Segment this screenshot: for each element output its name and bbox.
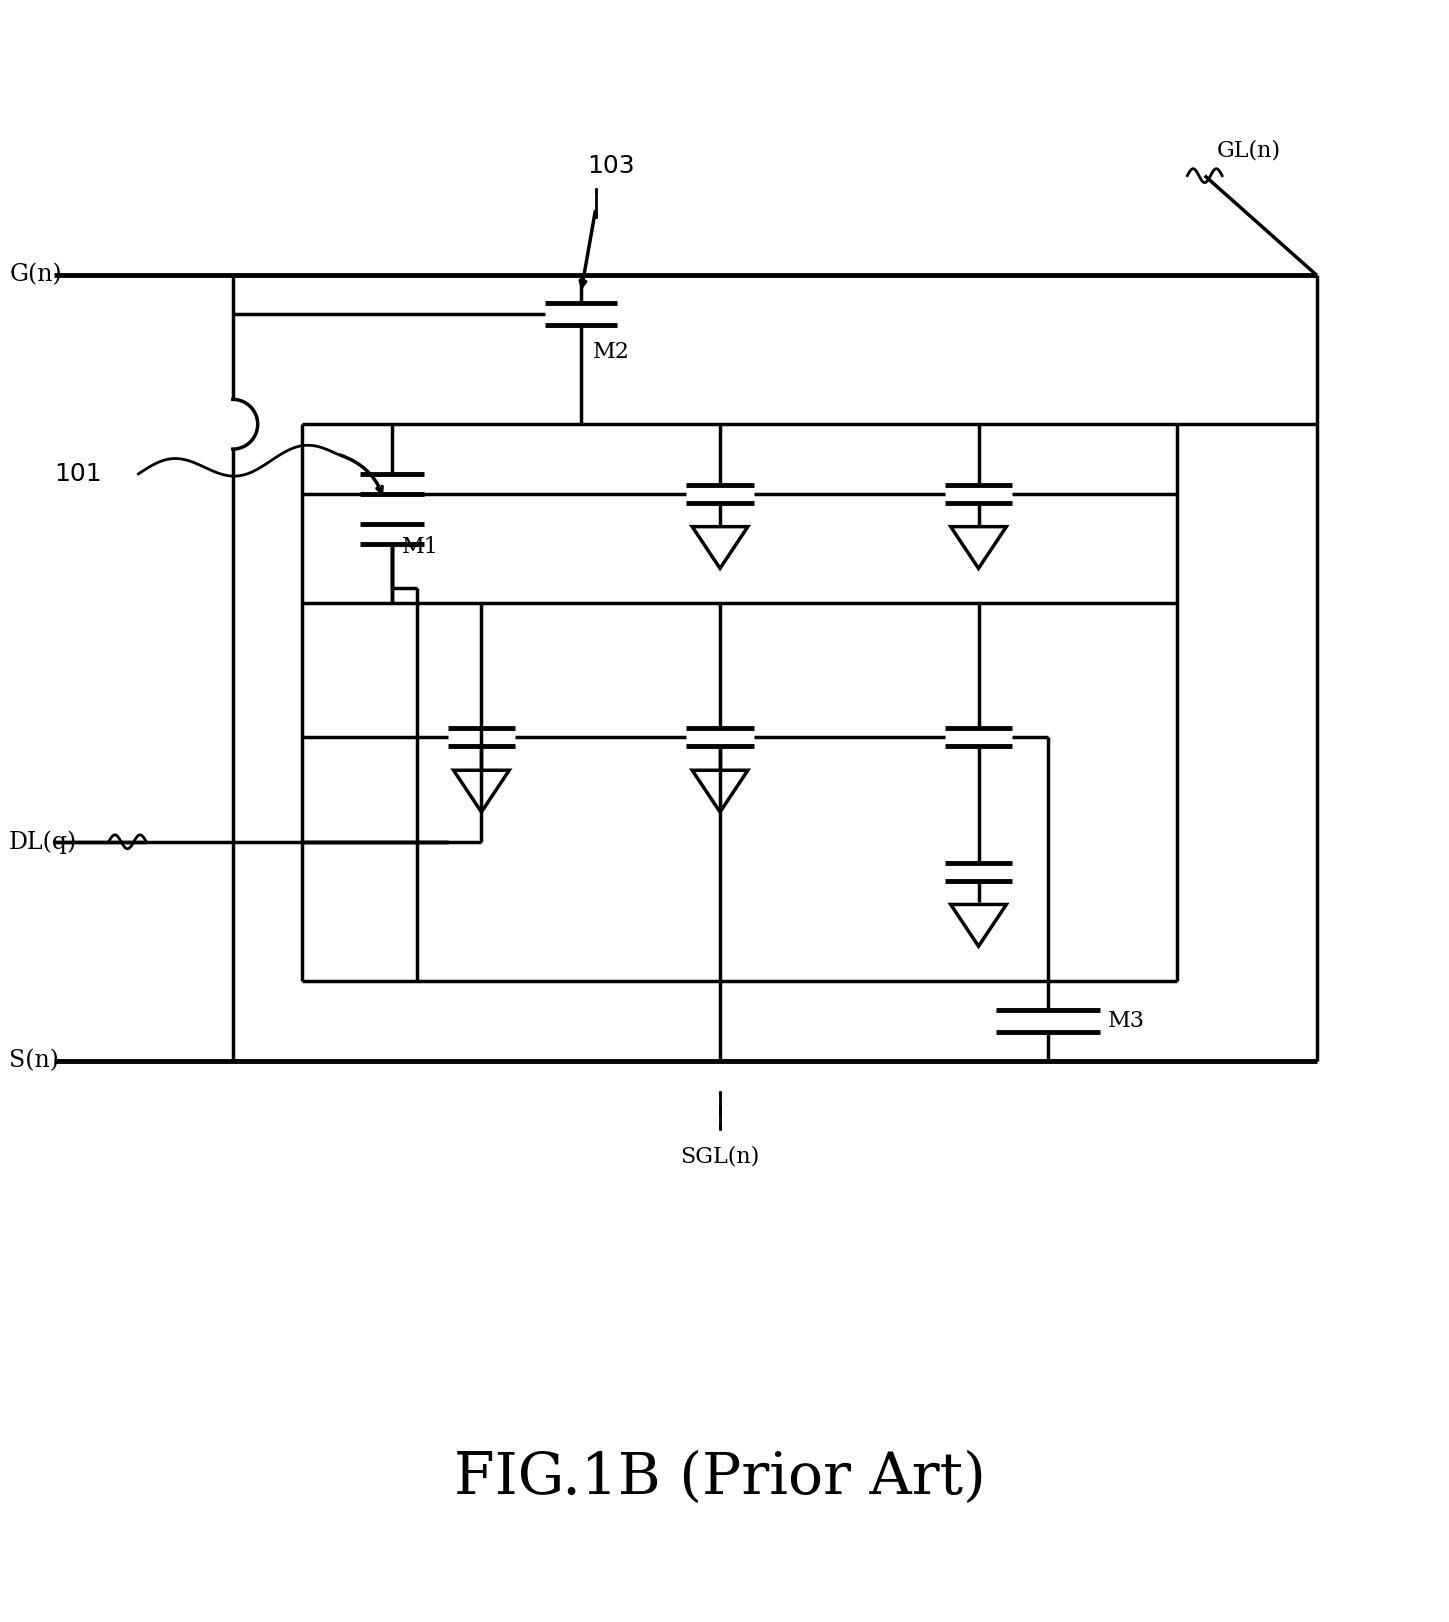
Text: 103: 103	[587, 154, 635, 178]
Text: FIG.1B (Prior Art): FIG.1B (Prior Art)	[454, 1450, 985, 1507]
Text: S(n): S(n)	[9, 1049, 59, 1072]
Text: M3: M3	[1108, 1011, 1145, 1032]
Text: SGL(n): SGL(n)	[681, 1145, 759, 1168]
Text: 101: 101	[54, 462, 101, 487]
Text: GL(n): GL(n)	[1217, 139, 1281, 162]
Text: M2: M2	[593, 341, 630, 363]
Text: DL(q): DL(q)	[9, 830, 77, 853]
Text: M1: M1	[401, 535, 439, 558]
Text: G(n): G(n)	[9, 264, 62, 287]
